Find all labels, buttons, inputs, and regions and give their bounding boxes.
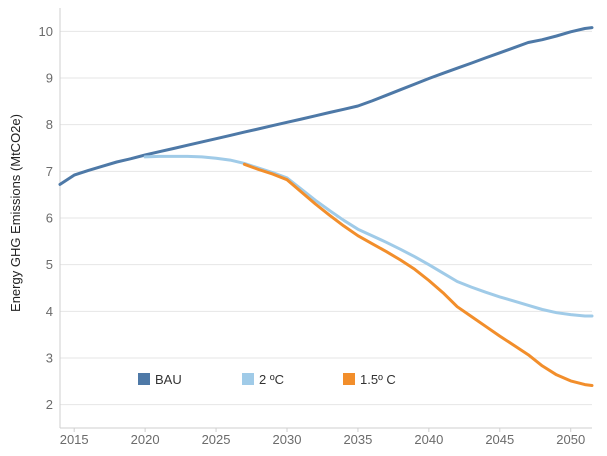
legend-swatch-1 xyxy=(242,373,254,385)
x-tick-label-2020: 2020 xyxy=(131,432,160,447)
gridlines xyxy=(60,30,592,406)
legend: BAU 2 ºC 1.5º C xyxy=(138,372,396,387)
y-axis-ticks: 2 3 4 5 6 7 8 9 10 xyxy=(39,24,53,412)
series-lines xyxy=(58,26,594,387)
legend-swatch-0 xyxy=(138,373,150,385)
x-tick-label-2050: 2050 xyxy=(556,432,585,447)
y-tick-label-8: 8 xyxy=(46,117,53,132)
y-tick-label-10: 10 xyxy=(39,24,53,39)
y-axis-label: Energy GHG Emissions (MtCO2e) xyxy=(8,114,23,312)
y-tick-label-7: 7 xyxy=(46,164,53,179)
y-tick-label-6: 6 xyxy=(46,211,53,226)
y-tick-label-9: 9 xyxy=(46,71,53,86)
y-tick-label-5: 5 xyxy=(46,257,53,272)
legend-label-1: 2 ºC xyxy=(259,372,284,387)
legend-swatch-2 xyxy=(343,373,355,385)
series-line-2 xyxy=(242,162,594,387)
axes xyxy=(59,8,592,429)
series-line-1 xyxy=(143,154,594,318)
series-line-0 xyxy=(58,26,594,186)
legend-label-2: 1.5º C xyxy=(360,372,396,387)
x-tick-label-2025: 2025 xyxy=(202,432,231,447)
x-tick-label-2040: 2040 xyxy=(414,432,443,447)
x-tick-label-2045: 2045 xyxy=(485,432,514,447)
x-tick-label-2030: 2030 xyxy=(273,432,302,447)
x-axis-ticks: 2015 2020 2025 2030 2035 2040 2045 2050 xyxy=(60,428,585,447)
y-tick-label-2: 2 xyxy=(46,397,53,412)
x-tick-label-2035: 2035 xyxy=(343,432,372,447)
y-tick-label-4: 4 xyxy=(46,304,53,319)
x-tick-label-2015: 2015 xyxy=(60,432,89,447)
legend-label-0: BAU xyxy=(155,372,182,387)
y-tick-label-3: 3 xyxy=(46,351,53,366)
